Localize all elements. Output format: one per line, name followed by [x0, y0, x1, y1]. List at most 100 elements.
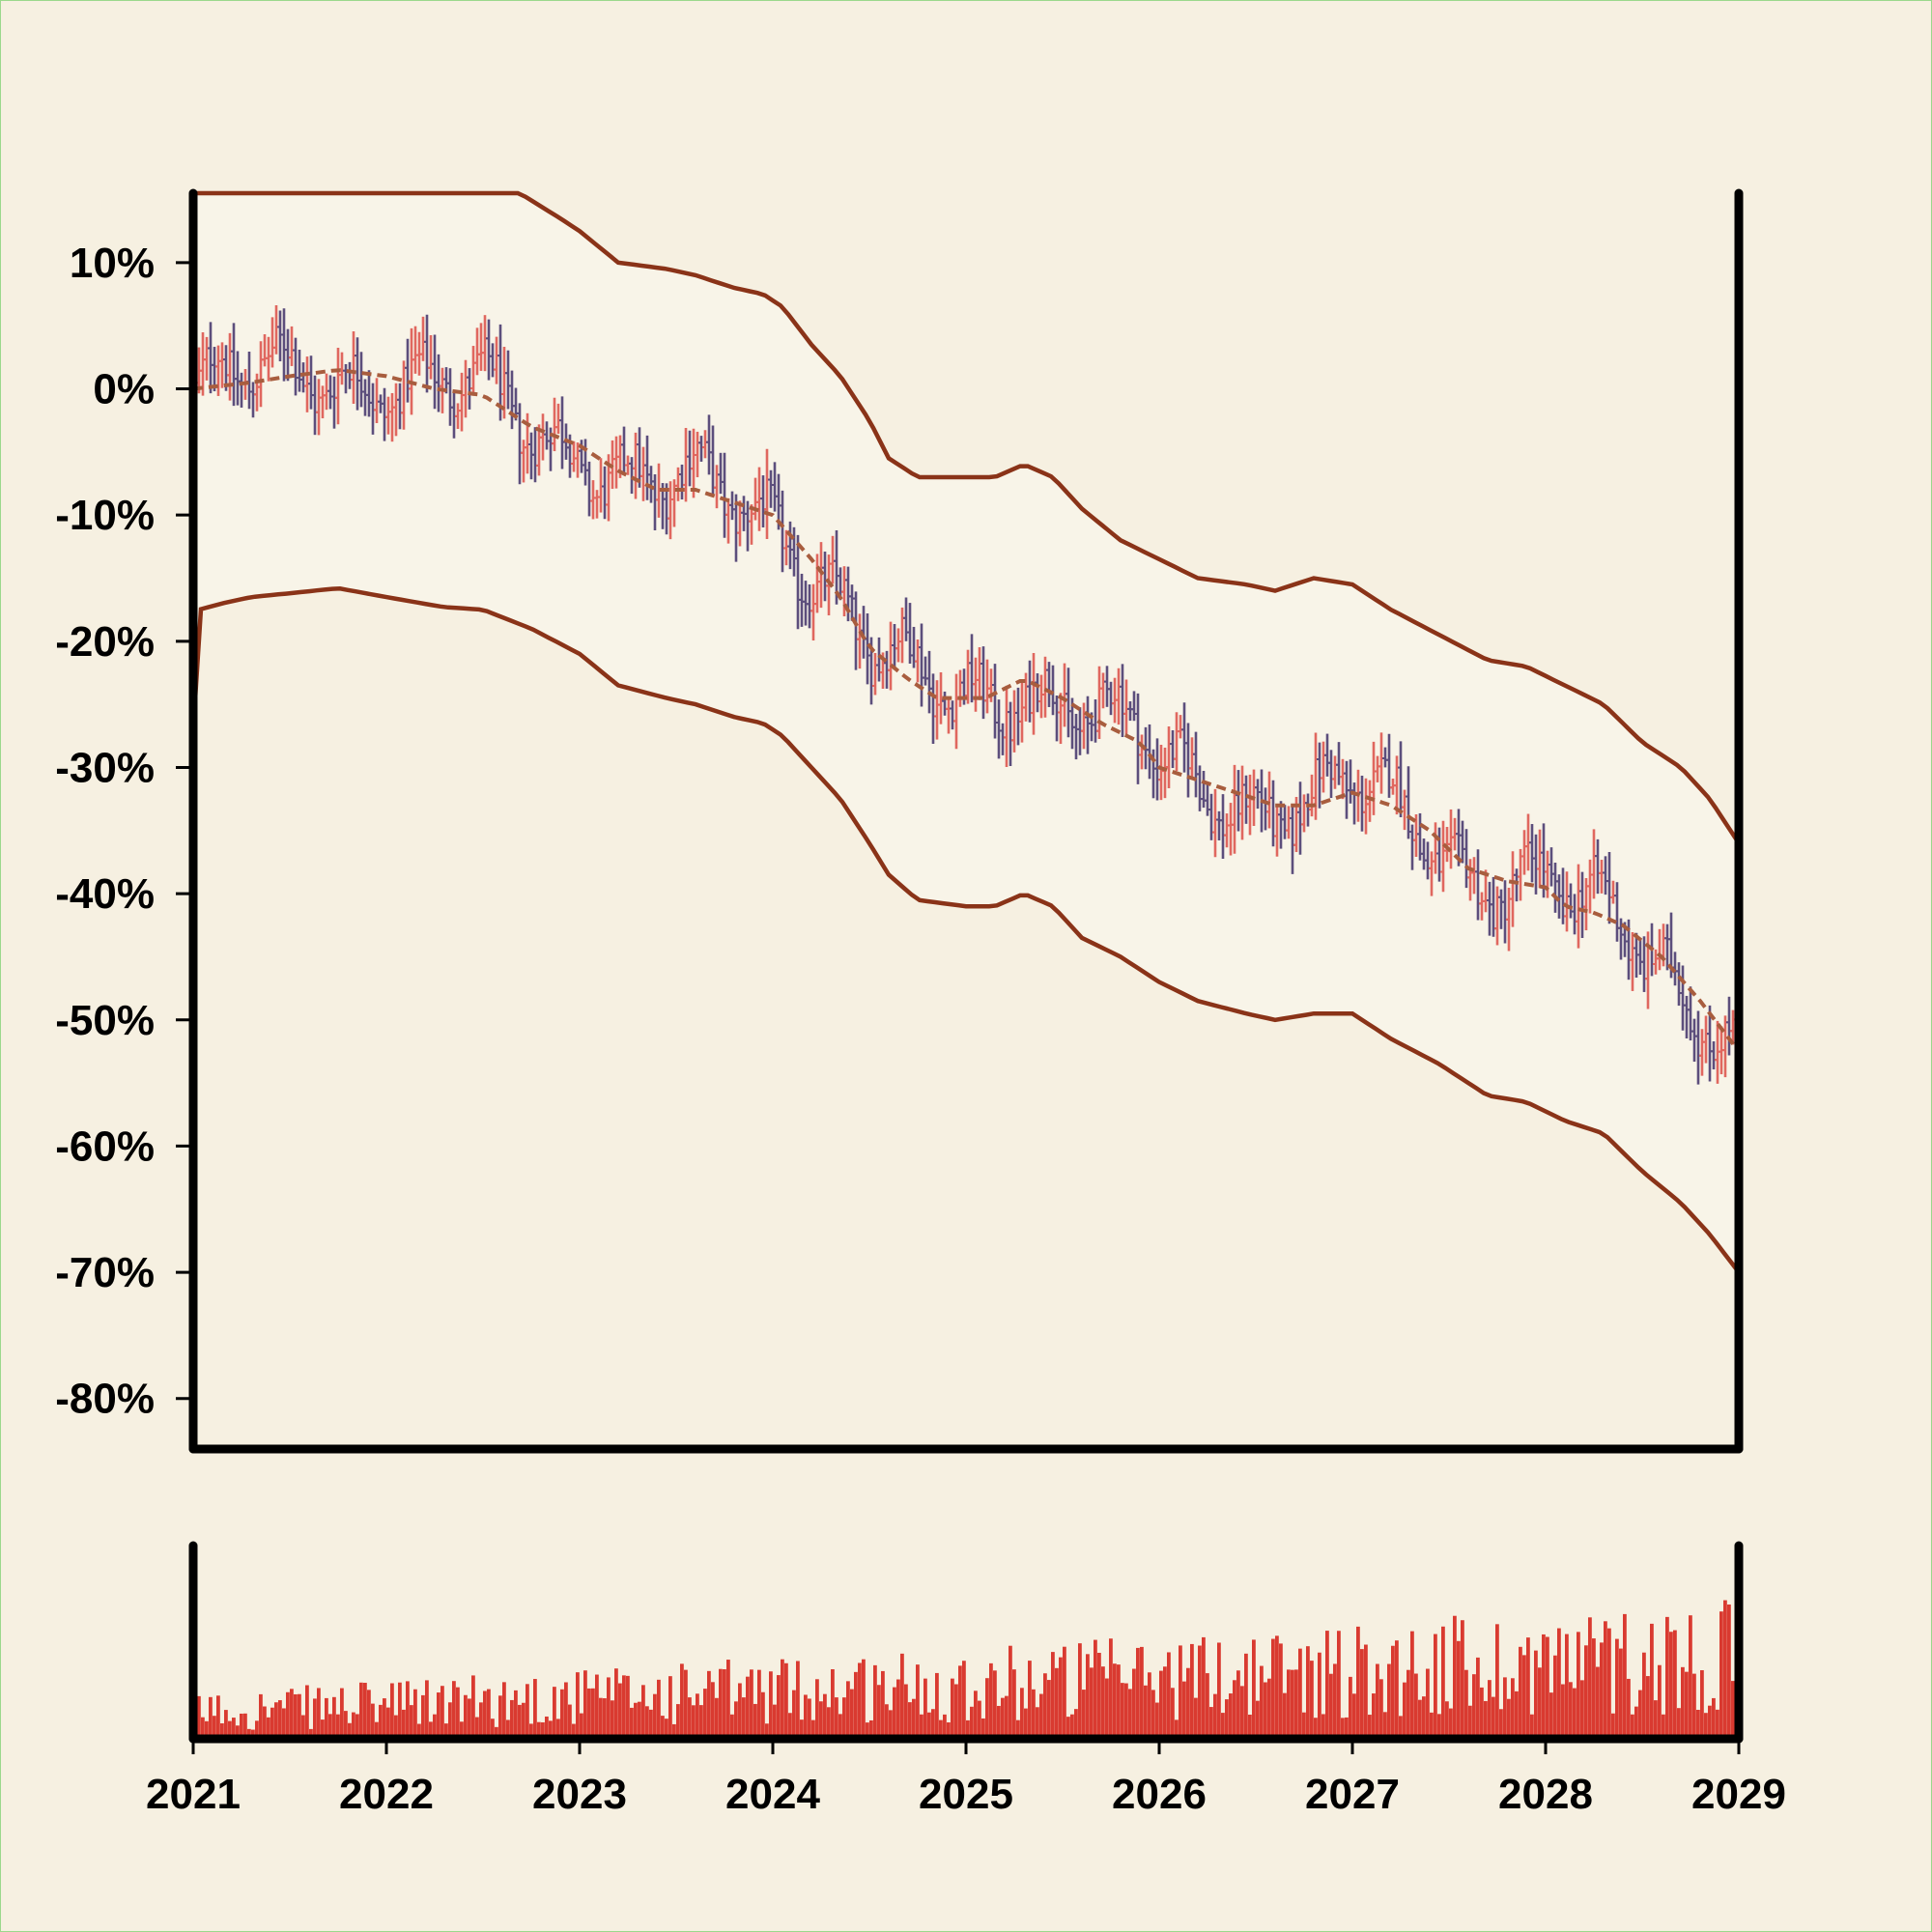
volume-bar	[1441, 1626, 1445, 1739]
volume-bar	[526, 1684, 529, 1739]
volume-bar	[301, 1715, 305, 1739]
volume-bar	[1708, 1705, 1712, 1739]
volume-bar	[410, 1705, 413, 1739]
volume-bar	[777, 1675, 781, 1739]
volume-bar	[564, 1682, 568, 1739]
volume-bar	[889, 1710, 893, 1739]
volume-bar	[900, 1653, 904, 1739]
volume-bar	[1360, 1649, 1364, 1739]
volume-bar	[1260, 1665, 1264, 1739]
volume-bar	[1453, 1615, 1457, 1739]
y-tick-label: -80%	[55, 1376, 155, 1423]
volume-bar	[1155, 1702, 1159, 1739]
volume-bar	[321, 1719, 325, 1739]
volume-bar	[1418, 1699, 1422, 1739]
upper-band-line	[193, 190, 1741, 845]
band-fill	[193, 193, 1739, 1273]
volume-bar	[1101, 1666, 1105, 1739]
volume-bar	[634, 1702, 638, 1739]
volume-bar	[838, 1714, 842, 1739]
volume-bar	[587, 1688, 591, 1739]
volume-bar	[425, 1680, 429, 1739]
volume-bar	[1399, 1716, 1403, 1739]
volume-bar	[1240, 1686, 1244, 1739]
volume-bar	[1364, 1644, 1368, 1739]
volume-bar	[1051, 1652, 1055, 1739]
volume-bar	[1546, 1636, 1549, 1739]
volume-bar	[974, 1690, 978, 1739]
volume-bar	[1468, 1705, 1472, 1739]
volume-bar	[1144, 1685, 1148, 1739]
volume-bar	[1731, 1681, 1735, 1739]
volume-bar	[1267, 1678, 1271, 1739]
volume-bar	[1658, 1664, 1662, 1739]
volume-bar	[440, 1686, 444, 1739]
lower-band-line	[190, 586, 1741, 1274]
volume-bar	[696, 1693, 699, 1739]
volume-bar	[672, 1723, 676, 1739]
volume-bar	[1209, 1707, 1213, 1739]
volume-bar	[916, 1664, 920, 1739]
volume-bar	[981, 1718, 985, 1739]
volume-bar	[781, 1659, 784, 1739]
volume-bar	[325, 1697, 328, 1739]
volume-bar	[1128, 1689, 1132, 1739]
volume-bar	[1696, 1710, 1700, 1739]
volume-bar	[603, 1698, 607, 1739]
volume-bar	[1186, 1667, 1190, 1739]
volume-bar	[1163, 1666, 1167, 1739]
volume-bar	[1631, 1714, 1634, 1739]
volume-bar	[1117, 1664, 1121, 1739]
volume-bar	[707, 1670, 711, 1739]
volume-bar	[869, 1719, 873, 1739]
volume-bar	[1495, 1624, 1499, 1739]
volume-bar	[228, 1720, 232, 1739]
volume-bar	[1445, 1701, 1449, 1739]
volume-bar	[363, 1683, 367, 1739]
volume-bar	[1627, 1678, 1631, 1739]
volume-bar	[348, 1722, 352, 1739]
volume-bar	[1515, 1690, 1519, 1739]
volume-bar	[1492, 1696, 1495, 1739]
volume-bar	[962, 1661, 966, 1739]
volume-bar	[1070, 1714, 1074, 1739]
volume-bar	[251, 1729, 255, 1739]
volume-bar	[757, 1669, 761, 1739]
volume-bar	[1314, 1718, 1318, 1739]
volume-bar	[1476, 1657, 1480, 1739]
volume-bar	[452, 1681, 456, 1739]
x-tick-label: 2027	[1305, 1771, 1400, 1818]
volume-bar	[1662, 1714, 1665, 1739]
x-tick-label: 2024	[725, 1771, 820, 1818]
volume-bar	[545, 1716, 549, 1739]
volume-bar	[1066, 1717, 1070, 1739]
volume-bar	[765, 1723, 769, 1739]
volume-bar	[1488, 1680, 1492, 1739]
volume-bar	[224, 1710, 228, 1739]
volume-bar	[1329, 1673, 1333, 1739]
volume-bar	[591, 1688, 595, 1739]
volume-bar	[309, 1728, 313, 1739]
volume-bar	[1298, 1648, 1302, 1739]
volume-bar	[1611, 1713, 1615, 1739]
volume-bar	[1229, 1693, 1233, 1739]
volume-bar	[553, 1687, 556, 1739]
volume-bar	[267, 1717, 270, 1739]
volume-bar	[328, 1714, 332, 1739]
volume-bar	[1534, 1650, 1538, 1739]
volume-bar	[1194, 1697, 1198, 1739]
volume-bar	[866, 1722, 869, 1739]
volume-bar	[1032, 1689, 1036, 1739]
volume-bar	[1036, 1707, 1039, 1739]
volume-bar	[1414, 1673, 1418, 1739]
volume-bar	[1634, 1706, 1638, 1739]
volume-bar	[298, 1693, 301, 1739]
volume-bar	[413, 1689, 417, 1739]
volume-bar	[1434, 1634, 1437, 1739]
volume-bar	[1569, 1682, 1573, 1739]
volume-bar	[522, 1702, 526, 1739]
volume-bar	[1009, 1645, 1012, 1739]
volume-bar	[854, 1671, 858, 1739]
volume-bar	[580, 1713, 583, 1739]
